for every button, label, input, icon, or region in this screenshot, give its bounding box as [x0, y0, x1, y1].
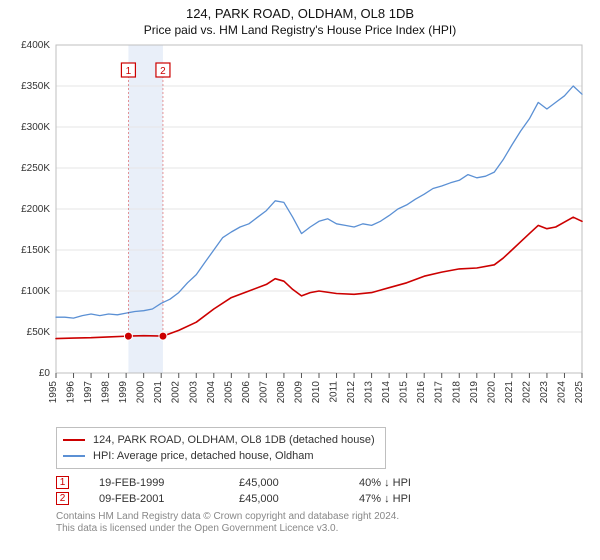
svg-text:2007: 2007: [258, 381, 269, 404]
svg-text:2: 2: [160, 66, 166, 77]
chart-svg: £0 £50K £100K £150K £200K £250K £300K £350K £400…: [8, 41, 592, 421]
svg-text:£150K: £150K: [21, 245, 50, 256]
svg-text:2022: 2022: [521, 381, 532, 404]
svg-text:2010: 2010: [311, 381, 322, 404]
svg-text:2024: 2024: [556, 381, 567, 404]
sales-table: 1 19-FEB-1999 £45,000 40% ↓ HPI 2 09-FEB-2001…: [56, 476, 592, 505]
svg-text:£300K: £300K: [21, 122, 50, 133]
svg-text:£250K: £250K: [21, 163, 50, 174]
svg-text:1995: 1995: [48, 381, 59, 404]
legend-label: HPI: Average price, detached house, Oldh…: [93, 448, 314, 464]
svg-text:1998: 1998: [101, 381, 112, 404]
svg-text:2009: 2009: [293, 381, 304, 404]
svg-text:2017: 2017: [434, 381, 445, 404]
sale-marker: 1: [56, 476, 69, 489]
page-title: 124, PARK ROAD, OLDHAM, OL8 1DB: [8, 6, 592, 21]
legend-item: 124, PARK ROAD, OLDHAM, OL8 1DB (detache…: [63, 432, 375, 448]
sale-price: £45,000: [239, 493, 329, 505]
svg-text:2021: 2021: [504, 381, 515, 404]
chart-subtitle: Price paid vs. HM Land Registry's House …: [8, 23, 592, 37]
svg-text:2003: 2003: [188, 381, 199, 404]
svg-text:2008: 2008: [276, 381, 287, 404]
svg-text:2005: 2005: [223, 381, 234, 404]
svg-text:£50K: £50K: [27, 327, 51, 338]
svg-text:£200K: £200K: [21, 204, 50, 215]
svg-text:2000: 2000: [136, 381, 147, 404]
svg-text:2023: 2023: [539, 381, 550, 404]
svg-text:2002: 2002: [171, 381, 182, 404]
sale-price: £45,000: [239, 477, 329, 489]
svg-text:2019: 2019: [469, 381, 480, 404]
attribution-line: Contains HM Land Registry data © Crown c…: [56, 511, 592, 523]
svg-text:£400K: £400K: [21, 41, 50, 51]
legend-swatch: [63, 455, 85, 457]
legend-label: 124, PARK ROAD, OLDHAM, OL8 1DB (detache…: [93, 432, 375, 448]
svg-text:2020: 2020: [486, 381, 497, 404]
svg-text:£0: £0: [39, 368, 51, 379]
svg-text:2025: 2025: [574, 381, 585, 404]
svg-text:2001: 2001: [153, 381, 164, 404]
legend-swatch: [63, 439, 85, 441]
sale-date: 09-FEB-2001: [99, 493, 209, 505]
svg-text:2012: 2012: [346, 381, 357, 404]
svg-text:1: 1: [126, 66, 132, 77]
svg-text:2004: 2004: [206, 381, 217, 404]
legend: 124, PARK ROAD, OLDHAM, OL8 1DB (detache…: [56, 427, 386, 469]
sale-hpi-delta: 40% ↓ HPI: [359, 477, 411, 489]
sale-date: 19-FEB-1999: [99, 477, 209, 489]
svg-text:2006: 2006: [241, 381, 252, 404]
attribution: Contains HM Land Registry data © Crown c…: [56, 511, 592, 535]
svg-text:2013: 2013: [364, 381, 375, 404]
svg-text:1996: 1996: [66, 381, 77, 404]
sale-row: 2 09-FEB-2001 £45,000 47% ↓ HPI: [56, 492, 592, 505]
svg-text:1999: 1999: [118, 381, 129, 404]
attribution-line: This data is licensed under the Open Gov…: [56, 523, 592, 535]
svg-text:£350K: £350K: [21, 81, 50, 92]
svg-text:1997: 1997: [83, 381, 94, 404]
svg-text:2014: 2014: [381, 381, 392, 404]
price-chart: £0 £50K £100K £150K £200K £250K £300K £350K £400…: [8, 41, 592, 421]
sale-hpi-delta: 47% ↓ HPI: [359, 493, 411, 505]
sale-marker: 2: [56, 492, 69, 505]
svg-text:2016: 2016: [416, 381, 427, 404]
svg-text:£100K: £100K: [21, 286, 50, 297]
svg-text:2018: 2018: [451, 381, 462, 404]
sale-row: 1 19-FEB-1999 £45,000 40% ↓ HPI: [56, 476, 592, 489]
svg-text:2011: 2011: [329, 381, 340, 403]
legend-item: HPI: Average price, detached house, Oldh…: [63, 448, 375, 464]
svg-text:2015: 2015: [399, 381, 410, 404]
